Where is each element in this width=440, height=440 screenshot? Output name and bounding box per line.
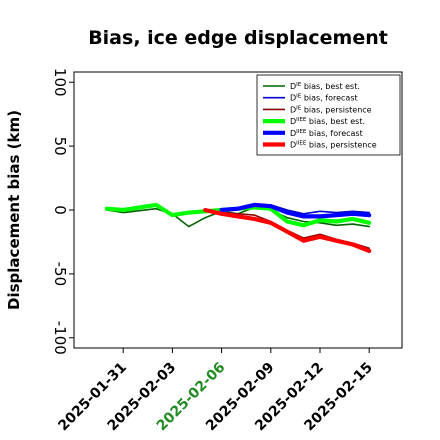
plot-frame [73,71,403,349]
legend-entry: DIE bias, forecast [290,94,358,103]
legend-entry: DIE bias, persistence [290,105,372,114]
series-lines [104,202,372,253]
chart-title: Bias, ice edge displacement [88,27,388,49]
y-tick-label: 0 [51,205,69,215]
legend-entry: DIE bias, best est. [290,82,360,91]
x-ticks: 2025-01-312025-02-032025-02-062025-02-09… [55,348,376,434]
legend-entry: DIIEE bias, persistence [290,141,377,150]
y-tick-label: -50 [51,262,69,287]
y-tick-label: 100 [51,68,69,97]
legend: DIE bias, best est. DIE bias, forecast DIE… [256,74,401,156]
legend-entry: DIIEE bias, forecast [290,129,363,138]
series-line-6 [203,207,372,253]
legend-entry: DIIEE bias, best est. [290,117,365,126]
legend-frame [256,74,401,156]
y-tick-label: -100 [51,321,69,355]
series-line-5 [219,202,372,219]
y-axis-label: Displacement bias (km) [5,110,23,310]
y-tick-label: 50 [51,137,69,156]
y-ticks: 100 50 0 -50 -100 [51,68,74,355]
